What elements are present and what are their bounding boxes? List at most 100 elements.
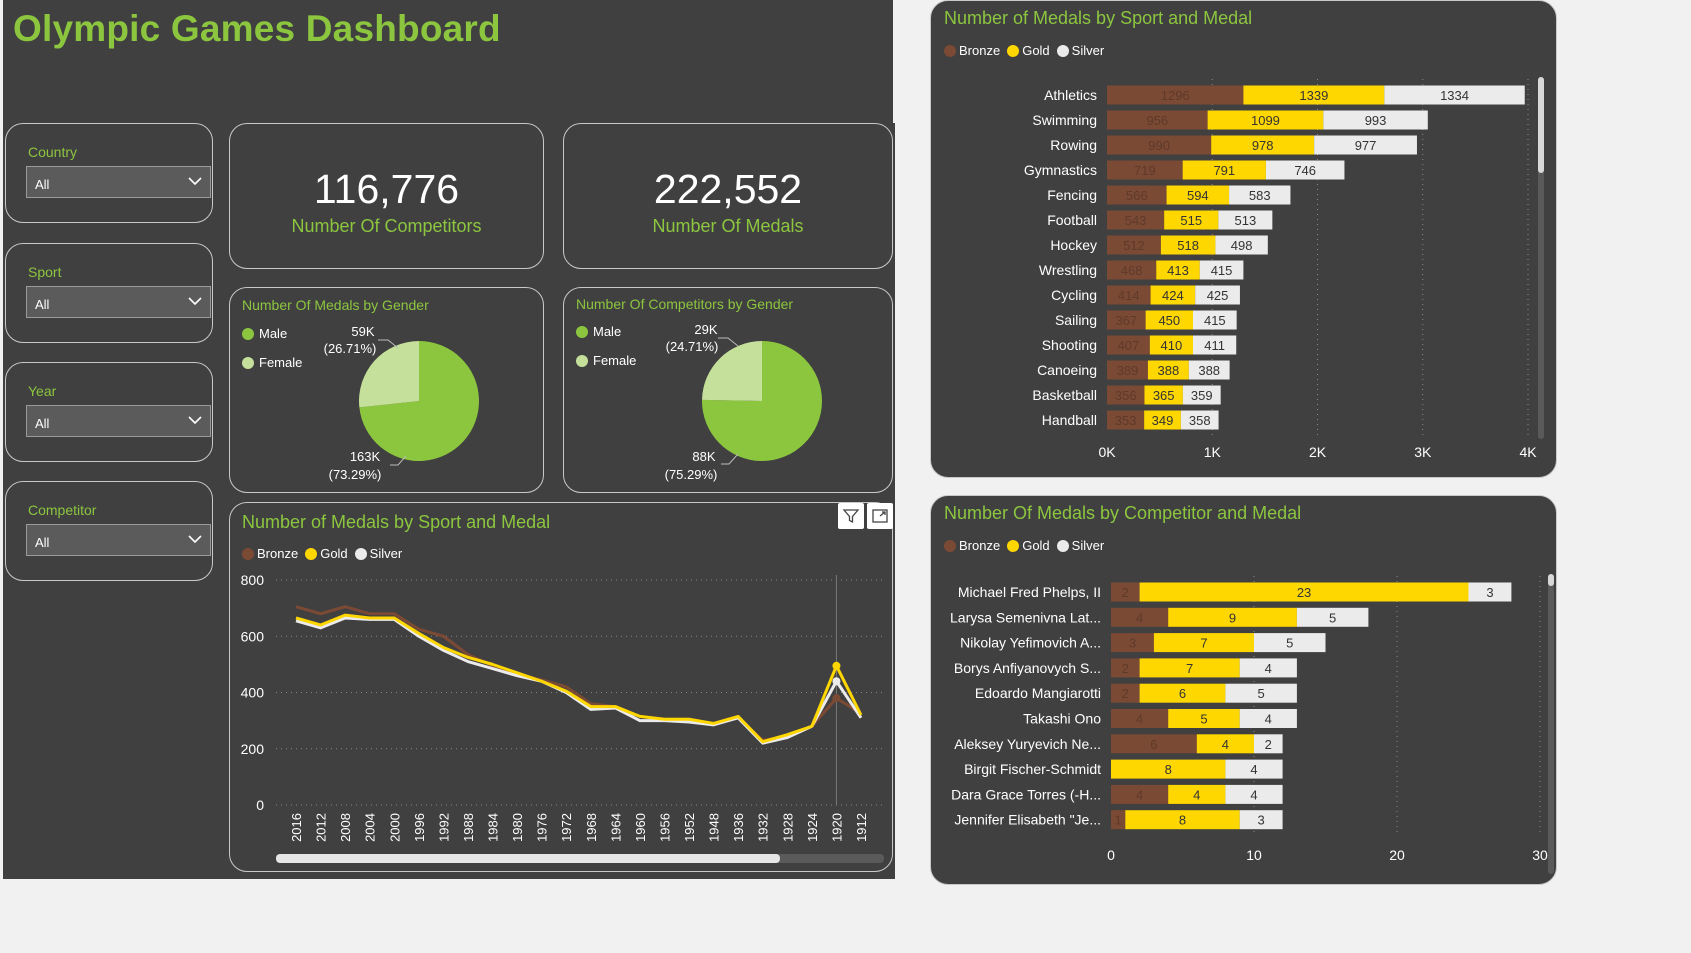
- legend-male[interactable]: Male: [576, 317, 636, 346]
- bar-silver[interactable]: [1239, 709, 1297, 728]
- bar-silver[interactable]: [1225, 784, 1283, 804]
- bar-silver[interactable]: [1182, 385, 1221, 405]
- line-bronze[interactable]: [295, 605, 862, 742]
- bar-silver[interactable]: [1225, 759, 1283, 779]
- bar-bronze[interactable]: [1107, 210, 1165, 230]
- bar-bronze[interactable]: [1107, 185, 1167, 205]
- bar-silver[interactable]: [1192, 335, 1237, 355]
- bar-silver[interactable]: [1296, 607, 1369, 627]
- bar-silver[interactable]: [1199, 260, 1244, 280]
- bar-gold[interactable]: [1153, 633, 1254, 653]
- bar-gold[interactable]: [1207, 110, 1324, 130]
- bar-gold[interactable]: [1243, 85, 1385, 105]
- filter-button[interactable]: [838, 503, 864, 529]
- legend-silver[interactable]: Silver: [1056, 538, 1104, 553]
- bar-gold[interactable]: [1139, 658, 1240, 678]
- bar-bronze[interactable]: [1111, 810, 1126, 830]
- bar-bronze[interactable]: [1107, 160, 1183, 180]
- legend-bronze[interactable]: Bronze: [944, 538, 1000, 553]
- legend-gold[interactable]: Gold: [1007, 538, 1050, 553]
- scrollbar-thumb[interactable]: [1538, 77, 1544, 173]
- bar-bronze[interactable]: [1107, 85, 1244, 105]
- bar-silver[interactable]: [1218, 210, 1273, 230]
- bar-gold[interactable]: [1149, 335, 1193, 355]
- bar-gold[interactable]: [1144, 410, 1181, 430]
- bar-silver[interactable]: [1225, 683, 1297, 703]
- bar-gold[interactable]: [1166, 185, 1230, 205]
- legend-gold[interactable]: Gold: [305, 546, 348, 561]
- legend-female[interactable]: Female: [242, 348, 302, 377]
- country-dropdown[interactable]: All: [26, 166, 211, 198]
- bar-gold[interactable]: [1139, 582, 1469, 602]
- bar-gold[interactable]: [1160, 235, 1216, 255]
- bar-bronze[interactable]: [1107, 310, 1146, 330]
- bar-silver[interactable]: [1254, 633, 1326, 653]
- bar-bronze[interactable]: [1111, 607, 1169, 627]
- point-gold[interactable]: [832, 661, 841, 670]
- bar-silver[interactable]: [1239, 810, 1283, 830]
- bar-silver[interactable]: [1229, 185, 1291, 205]
- bar-bronze[interactable]: [1111, 633, 1154, 653]
- bar-gold[interactable]: [1168, 784, 1226, 804]
- competitor-dropdown[interactable]: All: [26, 524, 211, 556]
- bar-gold[interactable]: [1111, 759, 1226, 779]
- bar-bronze[interactable]: [1107, 410, 1145, 430]
- bar-silver[interactable]: [1384, 85, 1525, 105]
- bar-bronze[interactable]: [1111, 683, 1140, 703]
- bar-silver[interactable]: [1215, 235, 1268, 255]
- pie-medals-slice-male[interactable]: [359, 341, 479, 461]
- bar-bronze[interactable]: [1111, 734, 1197, 754]
- legend-gold[interactable]: Gold: [1007, 43, 1050, 58]
- bar-bronze[interactable]: [1107, 260, 1157, 280]
- bar-gold[interactable]: [1168, 709, 1240, 728]
- sport-dropdown[interactable]: All: [26, 286, 211, 318]
- bar-silver[interactable]: [1239, 658, 1297, 678]
- pie-competitors-slice-female[interactable]: [702, 341, 762, 401]
- bar-gold[interactable]: [1196, 734, 1254, 754]
- bar-gold[interactable]: [1144, 385, 1183, 405]
- bar-silver[interactable]: [1188, 360, 1230, 380]
- legend-bronze[interactable]: Bronze: [944, 43, 1000, 58]
- bar-bronze[interactable]: [1107, 110, 1208, 130]
- bar-bronze[interactable]: [1107, 135, 1212, 155]
- legend-female[interactable]: Female: [576, 346, 636, 375]
- bar-bronze[interactable]: [1107, 385, 1145, 405]
- focus-mode-button[interactable]: [867, 503, 893, 529]
- bar-bronze[interactable]: [1111, 709, 1169, 728]
- scrollbar-track[interactable]: [1548, 574, 1554, 874]
- bar-silver[interactable]: [1254, 734, 1283, 754]
- bar-bronze[interactable]: [1111, 784, 1169, 804]
- legend-male[interactable]: Male: [242, 319, 302, 348]
- legend-silver[interactable]: Silver: [1056, 43, 1104, 58]
- scrollbar-thumb[interactable]: [276, 854, 780, 863]
- legend-bronze[interactable]: Bronze: [242, 546, 298, 561]
- bar-gold[interactable]: [1125, 810, 1240, 830]
- pie-medals-slice-female[interactable]: [359, 341, 419, 408]
- year-dropdown[interactable]: All: [26, 405, 211, 437]
- bar-gold[interactable]: [1147, 360, 1189, 380]
- scrollbar-thumb[interactable]: [1548, 574, 1554, 586]
- bar-gold[interactable]: [1145, 310, 1193, 330]
- bar-gold[interactable]: [1139, 683, 1226, 703]
- bar-gold[interactable]: [1211, 135, 1315, 155]
- bar-bronze[interactable]: [1107, 360, 1148, 380]
- bar-silver[interactable]: [1468, 582, 1512, 602]
- bar-bronze[interactable]: [1107, 335, 1150, 355]
- legend-silver[interactable]: Silver: [354, 546, 402, 561]
- bar-silver[interactable]: [1323, 110, 1428, 130]
- bar-silver[interactable]: [1195, 285, 1240, 305]
- bar-bronze[interactable]: [1111, 658, 1140, 678]
- bar-gold[interactable]: [1164, 210, 1219, 230]
- bar-silver[interactable]: [1180, 410, 1219, 430]
- bar-silver[interactable]: [1265, 160, 1345, 180]
- bar-silver[interactable]: [1314, 135, 1417, 155]
- bar-bronze[interactable]: [1107, 285, 1151, 305]
- point-silver[interactable]: [832, 677, 841, 686]
- point-bronze[interactable]: [832, 694, 841, 703]
- bar-gold[interactable]: [1182, 160, 1266, 180]
- bar-silver[interactable]: [1192, 310, 1237, 330]
- bar-bronze[interactable]: [1107, 235, 1161, 255]
- bar-gold[interactable]: [1168, 607, 1297, 627]
- line-gold[interactable]: [295, 613, 863, 744]
- bar-gold[interactable]: [1156, 260, 1200, 280]
